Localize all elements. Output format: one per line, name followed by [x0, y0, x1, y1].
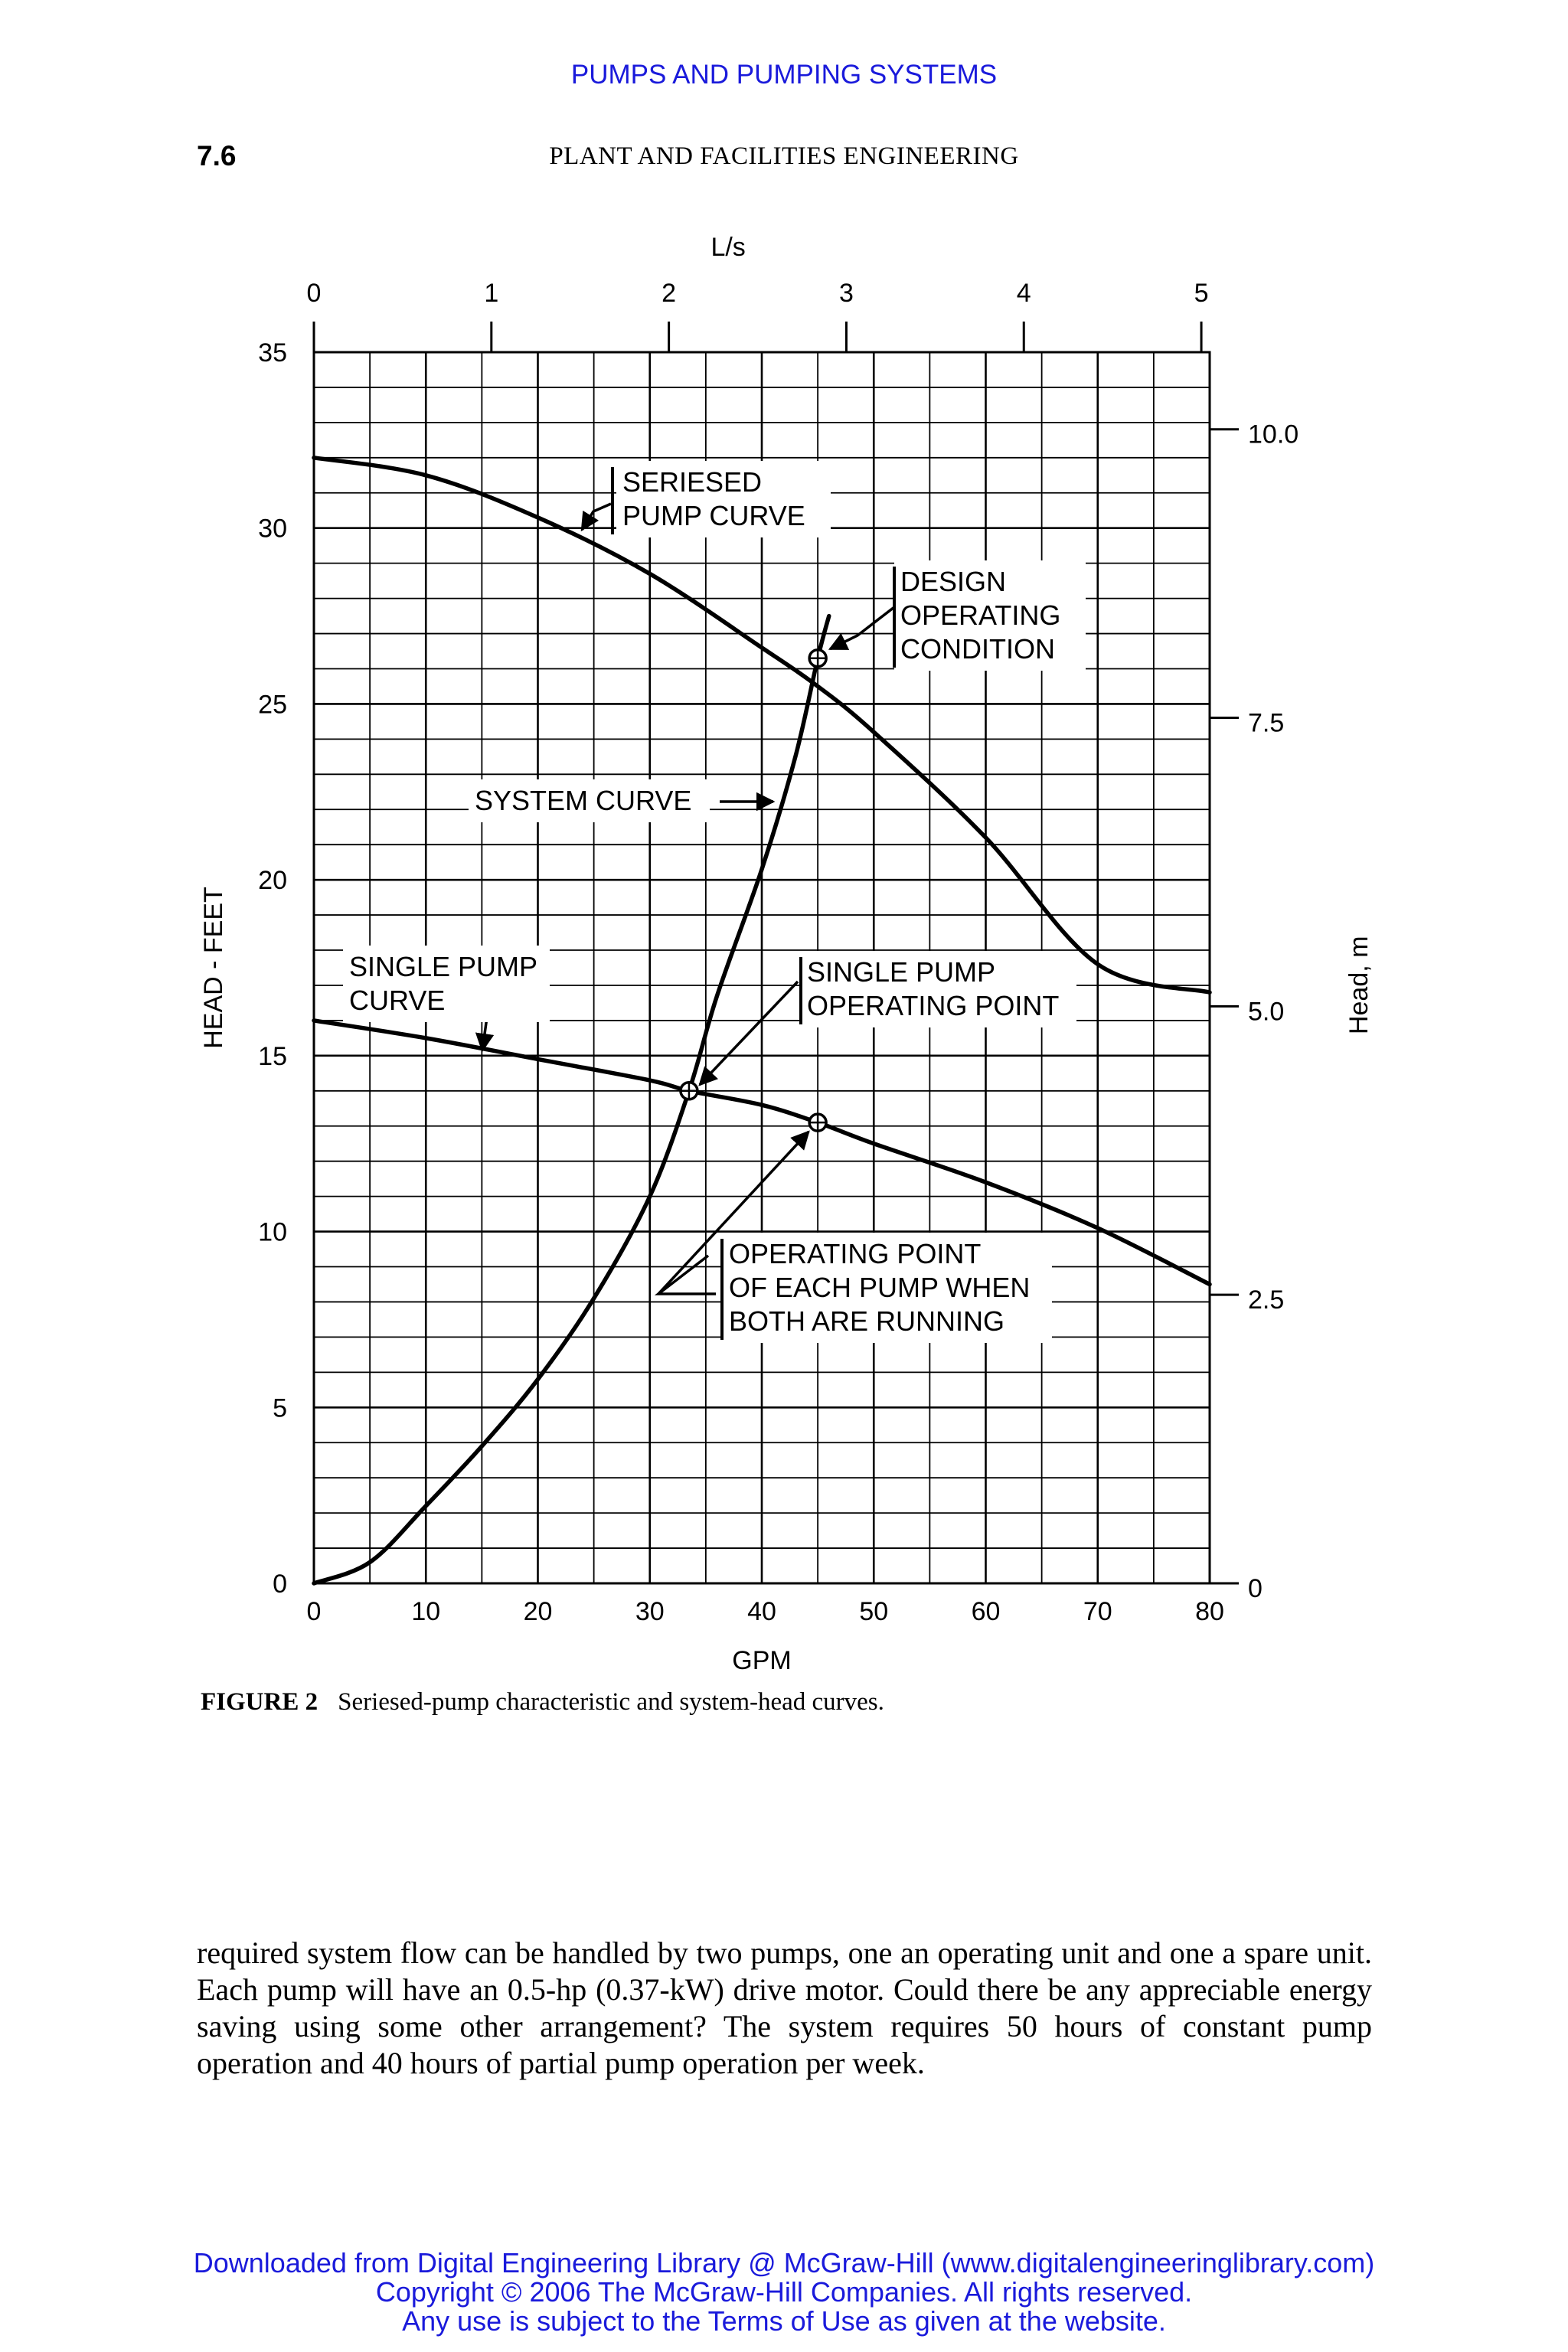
design-label-text: OPERATING [900, 599, 1060, 631]
y-tick-label: 10 [258, 1218, 287, 1247]
body-paragraph: required system flow can be handled by t… [197, 1936, 1372, 2080]
design-label-text: DESIGN [900, 566, 1006, 597]
y-tick-label: 5 [273, 1393, 287, 1423]
y2-tick-label: 0 [1248, 1574, 1263, 1603]
x-tick-label: 70 [1083, 1597, 1112, 1626]
book-title: PLANT AND FACILITIES ENGINEERING [549, 142, 1019, 170]
x-tick-label: 80 [1195, 1597, 1224, 1626]
running-title: PUMPS AND PUMPING SYSTEMS [570, 60, 998, 90]
single-curve-label-text: CURVE [349, 985, 445, 1016]
system-label-text: SYSTEM CURVE [475, 785, 691, 816]
x-tick-label: 30 [635, 1597, 665, 1626]
x2-tick-label: 0 [307, 279, 322, 308]
single-point-label-text: SINGLE PUMP [807, 956, 995, 988]
single-point-label-text: OPERATING POINT [807, 990, 1059, 1021]
footer-line-source: Downloaded from Digital Engineering Libr… [193, 2247, 1375, 2278]
x2-tick-label: 5 [1194, 279, 1209, 308]
figure-caption-text: Seriesed-pump characteristic and system-… [338, 1688, 884, 1716]
x2-tick-label: 3 [839, 279, 854, 308]
figure-caption: FIGURE 2 Seriesed-pump characteristic and… [201, 1688, 884, 1717]
x2-tick-label: 4 [1017, 279, 1031, 308]
x-tick-label: 0 [307, 1597, 322, 1626]
x-tick-label: 10 [411, 1597, 440, 1626]
y2-tick-label: 2.5 [1248, 1285, 1284, 1315]
x-tick-label: 20 [524, 1597, 553, 1626]
seriesed-label-text: SERIESED [622, 466, 762, 498]
x-tick-label: 50 [859, 1597, 888, 1626]
seriesed-label-box [616, 461, 831, 537]
seriesed-pump-curve [312, 456, 1212, 995]
y2-tick-label: 5.0 [1248, 997, 1284, 1026]
each-label-text: OF EACH PUMP WHEN [729, 1272, 1030, 1303]
x2-tick-label: 1 [484, 279, 498, 308]
page-number: 7.6 [197, 140, 237, 172]
each-label-text: OPERATING POINT [729, 1238, 981, 1269]
seriesed-label-text: PUMP CURVE [622, 500, 805, 531]
design-label-box [894, 560, 1086, 671]
single-curve-label-box [343, 946, 550, 1022]
single-curve-label-text: SINGLE PUMP [349, 951, 537, 982]
single-point-arrow [698, 980, 799, 1086]
figure-label: FIGURE 2 [201, 1688, 318, 1716]
each-label-box [723, 1233, 1052, 1343]
x-axis-title: GPM [732, 1646, 791, 1675]
x2-axis-title: L/s [710, 233, 745, 262]
x2-tick-label: 2 [662, 279, 676, 308]
design-label-text: CONDITION [900, 633, 1055, 665]
y2-tick-label: 10.0 [1248, 420, 1298, 449]
y-tick-label: 35 [258, 338, 287, 368]
y-tick-label: 0 [273, 1570, 287, 1599]
x-tick-label: 60 [972, 1597, 1001, 1626]
plot-frame [312, 351, 1211, 1585]
seriesed-arrow [580, 502, 612, 532]
y2-axis-title: Head, m [1344, 936, 1374, 1035]
each-label-text: BOTH ARE RUNNING [729, 1305, 1004, 1337]
y-tick-label: 25 [258, 690, 287, 719]
each-arrow [657, 1130, 810, 1295]
single-point-label-box [801, 951, 1076, 1027]
system-label-box [469, 779, 710, 822]
design-arrow [828, 606, 896, 651]
y-tick-label: 20 [258, 866, 287, 895]
footer-line-copyright: Copyright © 2006 The McGraw-Hill Compani… [375, 2276, 1193, 2308]
y-tick-label: 30 [258, 514, 287, 544]
y2-tick-label: 7.5 [1248, 709, 1284, 738]
download-footer: Downloaded from Digital Engineering Libr… [0, 2249, 1568, 2336]
y-axis-title: HEAD - FEET [199, 887, 228, 1049]
x-tick-label: 40 [747, 1597, 776, 1626]
footer-line-terms: Any use is subject to the Terms of Use a… [402, 2305, 1166, 2337]
annotation-pointers [463, 502, 896, 1295]
system-curve [312, 613, 831, 1586]
y-tick-label: 15 [258, 1042, 287, 1071]
